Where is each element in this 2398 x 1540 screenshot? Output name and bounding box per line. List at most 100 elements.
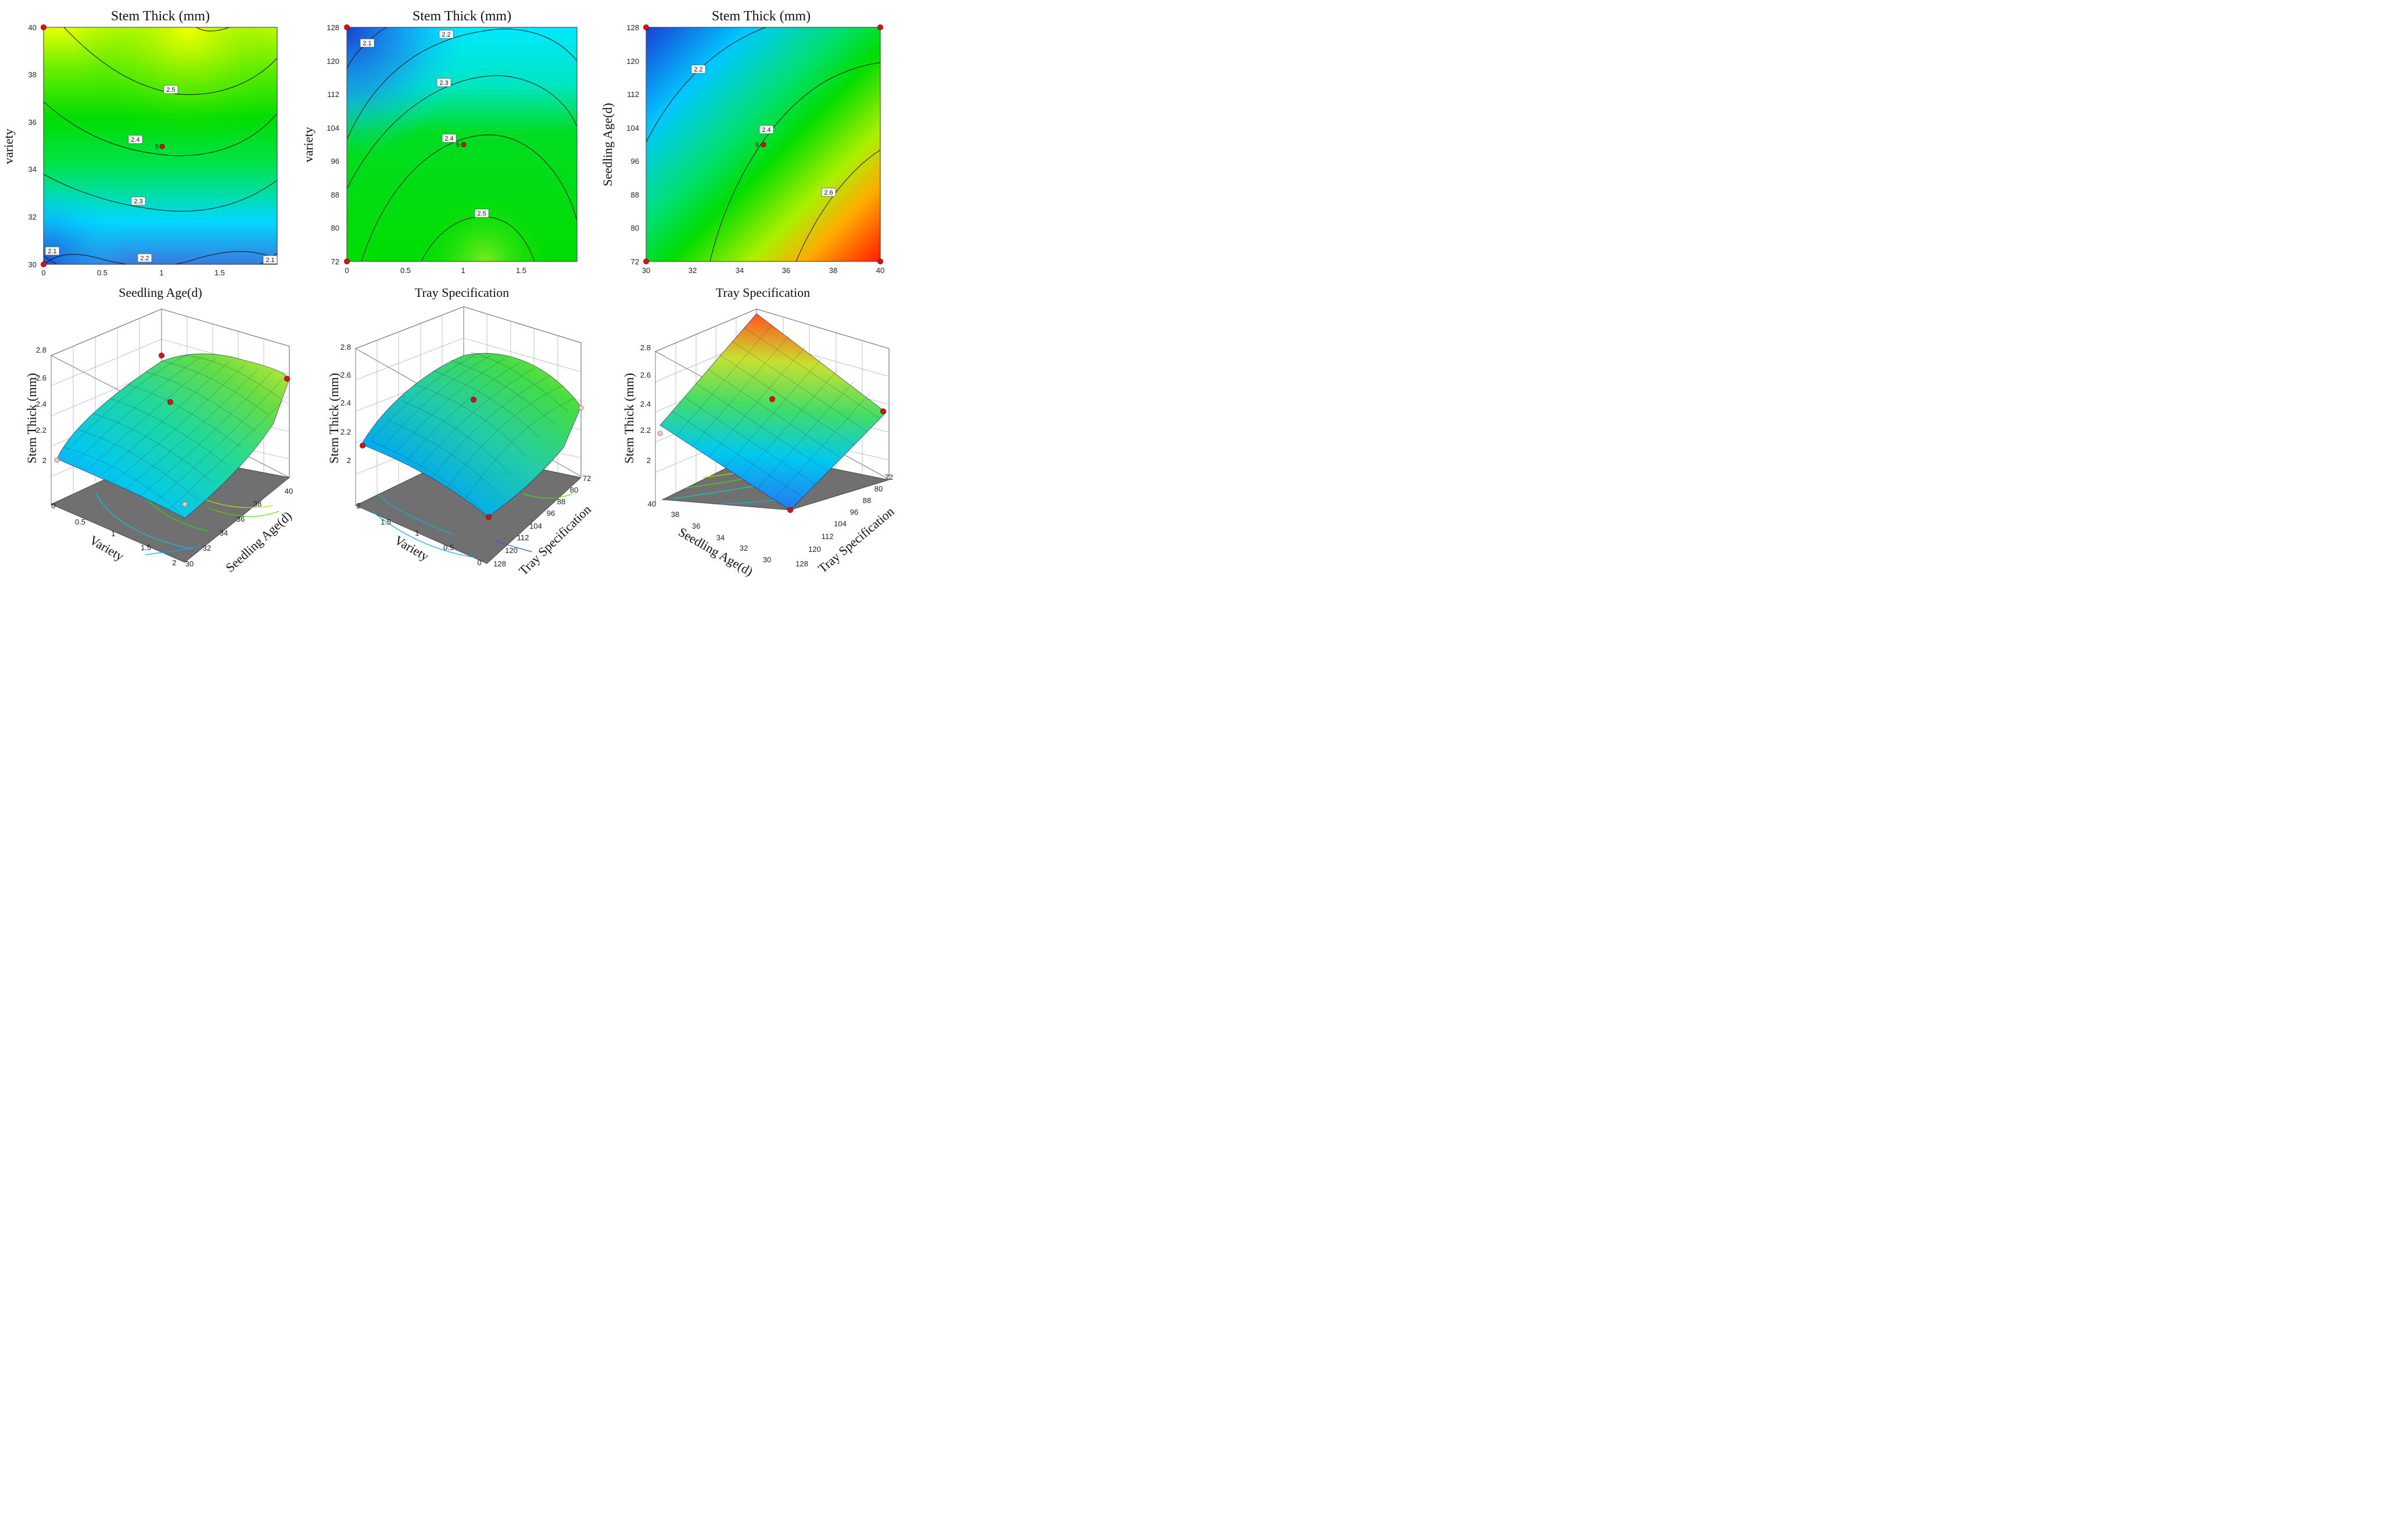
z-tick: 2.4	[640, 400, 651, 408]
z-tick: 2.2	[640, 426, 651, 435]
y-tick: 104	[626, 124, 639, 132]
z-tick: 2.4	[340, 399, 351, 407]
panel-3-frame	[646, 27, 881, 262]
design-point	[41, 261, 46, 267]
z-tick: 2	[42, 456, 46, 465]
y-tick: 88	[631, 191, 639, 199]
contour-label-box	[137, 253, 152, 263]
y-tick: 112	[822, 532, 834, 541]
z-tick: 2.4	[36, 400, 46, 408]
z-tick: 2.6	[640, 371, 651, 379]
z-tick: 2.2	[36, 426, 46, 435]
contour-label-box	[821, 188, 836, 197]
design-point	[880, 408, 886, 414]
y-tick: 72	[583, 474, 591, 483]
contour-line-2.6	[196, 27, 230, 31]
design-point	[787, 507, 793, 513]
x-tick: 38	[671, 510, 679, 519]
surface-3-x-ticks: 40 38 36 34 32 30	[648, 500, 771, 564]
contour-label-2.4: 2.4	[131, 137, 139, 143]
x-tick: 1.5	[381, 518, 391, 526]
y-tick: 72	[331, 257, 339, 266]
y-tick: 32	[203, 544, 211, 552]
surface-panel-1: 2 2.2 2.4 2.6 2.8 0 0.5 1 1.5 2 30 32 34…	[24, 308, 295, 575]
design-point	[159, 353, 164, 358]
contour-label-2.1: 2.1	[363, 40, 371, 47]
center-point	[167, 399, 173, 405]
design-point	[284, 376, 290, 382]
center-point-count: 5	[755, 142, 759, 149]
contour-label-2.5: 2.5	[477, 210, 486, 217]
y-tick: 96	[331, 157, 339, 166]
x-tick: 30	[763, 555, 771, 564]
y-tick: 72	[631, 257, 639, 266]
y-tick: 80	[874, 484, 883, 493]
y-tick: 104	[529, 522, 542, 530]
center-point	[461, 142, 467, 148]
x-tick: 1	[415, 529, 419, 537]
panel-2-frame	[346, 27, 578, 262]
panel-2-y-label: variety	[301, 127, 316, 162]
x-tick: 0	[51, 501, 55, 510]
top-edge-left	[655, 308, 757, 352]
design-point	[877, 24, 883, 30]
y-tick: 112	[327, 90, 339, 99]
surface-panel-3: 2 2.2 2.4 2.6 2.8 40 38 36 34 32 30 128 …	[622, 308, 897, 579]
surface-2-x-ticks: 2 1.5 1 0.5 0	[356, 501, 481, 567]
x-tick: 0.5	[75, 518, 85, 526]
y-tick: 88	[863, 496, 871, 505]
y-tick: 36	[236, 515, 245, 523]
contour-label-box	[474, 209, 489, 218]
design-point-below	[182, 501, 188, 507]
contour-label-2.2: 2.2	[694, 66, 702, 73]
surface-1-x-ticks: 0 0.5 1 1.5 2	[51, 501, 176, 567]
contour-label-2.3: 2.3	[439, 80, 448, 87]
y-tick: 120	[808, 545, 821, 554]
surface-3-design-points	[657, 396, 886, 513]
y-tick: 32	[28, 213, 37, 221]
y-tick: 128	[493, 559, 506, 568]
z-tick: 2.8	[36, 346, 46, 354]
surface-2-y-ticks: 128 120 112 104 96 88 80 72	[493, 474, 591, 568]
x-tick: 1	[461, 266, 465, 275]
z-tick: 2.2	[340, 428, 351, 436]
z-tick: 2.8	[640, 343, 651, 352]
design-point	[344, 24, 350, 30]
contour-label-box	[439, 30, 454, 39]
z-tick: 2.6	[36, 374, 46, 382]
surface-2-design-points	[360, 397, 584, 520]
x-tick: 2	[356, 501, 360, 510]
contour-label-box	[442, 134, 457, 143]
y-tick: 120	[327, 57, 339, 66]
contour-label-box	[45, 246, 60, 256]
surface-1-y-ticks: 30 32 34 36 38 40	[185, 487, 293, 568]
surface-1-x-label: Variety	[87, 533, 127, 563]
x-tick: 0	[345, 266, 349, 275]
y-tick: 80	[570, 486, 578, 494]
y-tick: 30	[28, 260, 37, 269]
contour-label-2.1-right: 2.1	[266, 257, 274, 264]
design-point-below	[54, 457, 60, 463]
panel-1-x-ticks: 0 0.5 1 1.5	[41, 268, 225, 277]
x-tick: 38	[829, 266, 837, 275]
contour-line-2.5	[63, 27, 277, 95]
panel-1-frame	[43, 27, 278, 265]
y-tick: 34	[28, 165, 37, 174]
x-tick: 1	[159, 268, 163, 277]
surface-3-mesh-lines	[672, 324, 880, 500]
panel-2-y-ticks: 72 80 88 96 104 112 120 128	[327, 23, 339, 266]
contour-line-2.4	[44, 101, 277, 156]
top-edge-right	[463, 306, 582, 343]
z-tick: 2.8	[340, 343, 351, 351]
x-tick: 0	[477, 558, 481, 567]
design-point-below	[657, 430, 663, 436]
y-tick: 104	[327, 124, 339, 132]
design-point	[643, 24, 649, 30]
design-point	[360, 443, 365, 448]
panel-1-x-label: Seedling Age(d)	[119, 285, 202, 300]
x-tick: 30	[642, 266, 650, 275]
contour-line-2.6	[795, 149, 880, 261]
design-point	[643, 259, 649, 264]
contour-label-2.6: 2.6	[824, 189, 833, 196]
surface-1-mesh-lines	[63, 355, 289, 518]
